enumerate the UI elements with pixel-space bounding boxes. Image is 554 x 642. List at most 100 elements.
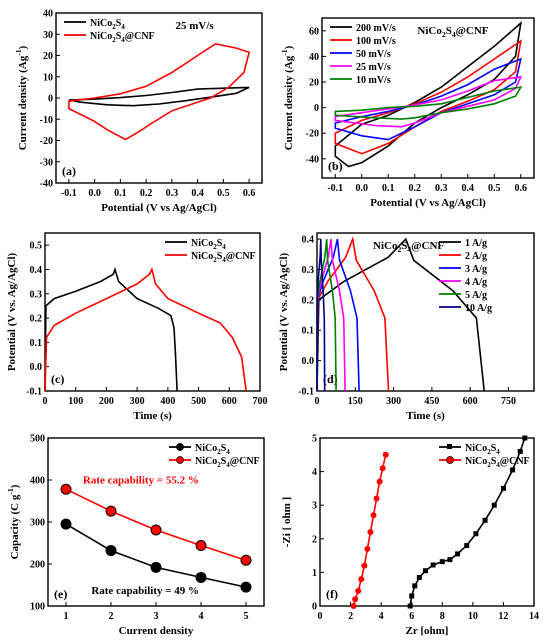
y-axis-title: Capacity (C g-1​) (6, 484, 21, 559)
x-tick-label: 0.4 (191, 188, 204, 199)
x-tick-label: 0 (43, 396, 48, 407)
y-tick-label: -40 (40, 179, 53, 190)
legend-label: 50 mV/s (356, 49, 391, 60)
x-tick-label: 0.3 (435, 183, 448, 194)
x-tick-label: 10 (468, 611, 478, 622)
x-tick-label: 200 (99, 396, 114, 407)
data-marker (367, 529, 374, 536)
y-tick-label: -20 (306, 129, 319, 140)
x-tick-label: 400 (160, 396, 175, 407)
y-tick-label: 0.4 (302, 235, 315, 246)
x-axis-title: Potential (V vs Ag/AgCl) (101, 202, 217, 214)
data-marker (491, 502, 497, 508)
legend-label: NiCo2​S4​ (465, 443, 500, 456)
y-tick-label: 2 (312, 534, 317, 545)
panel-label: (b) (328, 159, 343, 173)
y-tick-label: 4 (312, 467, 317, 478)
x-tick-label: 150 (348, 396, 363, 407)
legend-label: 25 mV/s (356, 62, 391, 73)
panel-e: 1 2 3 4 5 100 200 300 400 500 Current density Capac… (6, 434, 265, 637)
y-axis-title: Potential (V vs. Ag/AgCl) (6, 252, 18, 371)
panel-b: -0.1 0.0 0.1 0.2 0.3 0.4 0.5 0.6 -40 -20 0 20 40 60 Po… (280, 17, 535, 209)
y-tick-label: 400 (30, 476, 45, 487)
data-marker (473, 531, 479, 537)
data-marker (150, 524, 162, 536)
legend-marker (446, 456, 454, 464)
x-tick-label: 100 (68, 396, 83, 407)
x-tick-label: 600 (222, 396, 237, 407)
data-marker (352, 596, 359, 603)
y-tick-label: -0.1 (298, 387, 314, 398)
x-tick-label: 3 (154, 611, 159, 622)
series-line-1 (316, 237, 485, 392)
x-tick-label: 700 (253, 396, 268, 407)
series-line-6 (316, 239, 326, 392)
data-marker (482, 517, 488, 523)
x-tick-label: 6 (409, 611, 414, 622)
panel-d: 0 150 300 450 600 750 -0.1 0.0 0.1 0.2 0.3 0.4 Time … (278, 232, 535, 422)
y-tick-label: -30 (40, 157, 53, 168)
plot-frame (321, 17, 535, 179)
legend-label: NiCo2​S4​@CNF (195, 456, 260, 469)
data-marker (240, 581, 252, 593)
legend-label: 200 mV/s (356, 23, 396, 34)
x-axis-title: Current density (119, 625, 194, 637)
rate-capability-bare: Rate capability = 49 % (91, 585, 199, 597)
y-tick-label: 0.0 (302, 356, 315, 367)
panel-label: (f) (326, 587, 338, 601)
y-axis-title: Current density (Ag-1​) (280, 45, 295, 150)
legend-label: 2 A/g (465, 251, 487, 262)
data-marker (422, 568, 428, 574)
data-marker (379, 465, 386, 472)
x-tick-label: -0.1 (327, 183, 343, 194)
series-line-2 (316, 236, 390, 392)
legend-marker (447, 444, 452, 449)
plot-frame (55, 12, 263, 184)
data-marker (240, 554, 252, 566)
plot-frame (44, 232, 261, 392)
x-tick-label: 0.5 (488, 183, 501, 194)
y-tick-label: 0 (314, 103, 319, 114)
y-tick-label: 100 (30, 602, 45, 613)
y-tick-label: 5 (312, 434, 317, 445)
legend-label: 4 A/g (465, 277, 487, 288)
y-tick-label: 0 (48, 94, 53, 105)
data-marker (364, 545, 371, 552)
plot-frame (319, 437, 535, 607)
x-tick-label: 0.1 (114, 188, 127, 199)
y-tick-label: 10 (43, 72, 53, 83)
data-marker (60, 518, 72, 530)
x-tick-label: 4 (379, 611, 384, 622)
data-marker (361, 562, 368, 569)
x-tick-label: 0 (315, 396, 320, 407)
legend-label: NiCo2​S4​ (191, 238, 226, 251)
y-tick-label: 0.3 (30, 289, 43, 300)
y-tick-label: 0.1 (302, 326, 315, 337)
x-tick-label: 0.4 (462, 183, 475, 194)
x-tick-label: 600 (463, 396, 478, 407)
data-marker (416, 574, 422, 580)
x-tick-label: 14 (529, 611, 539, 622)
legend-label: 3 A/g (465, 264, 487, 275)
legend-label: NiCo2​S4​ (195, 443, 230, 456)
y-tick-label: -20 (40, 136, 53, 147)
y-tick-label: 60 (309, 26, 319, 37)
legend-label: 100 mV/s (356, 36, 396, 47)
legend-label: NiCo2​S4​ (90, 18, 125, 31)
data-marker (370, 512, 377, 519)
panel-label: (a) (62, 164, 76, 178)
x-tick-label: 8 (440, 611, 445, 622)
x-tick-label: 300 (386, 396, 401, 407)
x-tick-label: 0.0 (356, 183, 369, 194)
panel-label: (c) (51, 372, 64, 386)
x-tick-label: 0.3 (166, 188, 179, 199)
data-marker (464, 543, 470, 549)
plot-frame (316, 232, 535, 392)
panel-a: -0.1 0.0 0.1 0.2 0.3 0.4 0.5 0.6 -40 -30 -20 -10 0 10… (14, 9, 263, 214)
legend-label: 10 mV/s (356, 75, 391, 86)
data-marker (430, 562, 436, 568)
x-tick-label: 0.1 (382, 183, 395, 194)
data-marker (407, 603, 413, 609)
